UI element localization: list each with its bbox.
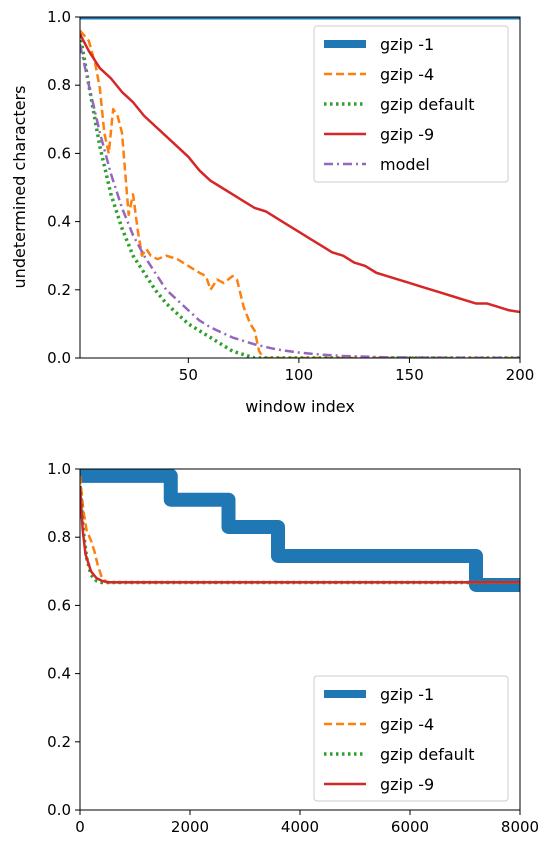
legend-label-gzip-default: gzip default	[380, 745, 475, 764]
legend: gzip -1 gzip -4 gzip default gzip -9	[313, 675, 509, 802]
x-tick-label: 4000	[281, 818, 319, 836]
y-tick-label: 1.0	[47, 460, 71, 478]
x-tick-label: 200	[506, 366, 535, 384]
chart-top: 50 100 150 200 0.0 0.2 0.4 0.6 0.8 1.0 window inde…	[10, 8, 534, 416]
series-line-gzip-4	[80, 475, 520, 584]
series-line-gzip-9	[80, 485, 520, 584]
legend-label-gzip-9: gzip -9	[380, 775, 434, 794]
x-tick-label: 8000	[501, 818, 539, 836]
legend: gzip -1 gzip -4 gzip default gzip -9 model	[313, 25, 509, 183]
y-axis-label: undetermined characters	[10, 86, 29, 289]
y-tick-label: 0.4	[47, 665, 71, 683]
series-line-gzip-4	[80, 29, 520, 358]
x-tick-label: 100	[285, 366, 314, 384]
legend-label-model: model	[380, 155, 430, 174]
legend-label-gzip-1: gzip -1	[380, 35, 434, 54]
series-group	[80, 469, 520, 592]
x-tick-label: 6000	[391, 818, 429, 836]
x-axis-label: window index	[245, 397, 355, 416]
y-tick-label: 0.0	[47, 349, 71, 367]
y-tick-label: 0.6	[47, 596, 71, 614]
series-line-gzip-9	[80, 33, 520, 314]
legend-label-gzip-4: gzip -4	[380, 65, 434, 84]
legend-label-gzip-9: gzip -9	[380, 125, 434, 144]
x-tick-label: 2000	[171, 818, 209, 836]
chart-bottom: 0 2000 4000 6000 8000 0.0 0.2 0.4 0.6 0.8 1.0 gzip …	[47, 460, 539, 836]
legend-label-gzip-default: gzip default	[380, 95, 475, 114]
y-tick-label: 0.0	[47, 801, 71, 819]
series-line-gzip-default	[80, 33, 520, 358]
y-tick-label: 0.2	[47, 733, 71, 751]
y-tick-label: 0.8	[47, 76, 71, 94]
x-tick-label: 0	[75, 818, 85, 836]
legend-label-gzip-1: gzip -1	[380, 685, 434, 704]
series-line-gzip-1	[80, 469, 520, 592]
series-line-gzip-default	[80, 485, 520, 585]
y-tick-label: 0.6	[47, 144, 71, 162]
y-tick-label: 0.4	[47, 213, 71, 231]
y-tick-label: 0.8	[47, 528, 71, 546]
y-tick-label: 0.2	[47, 281, 71, 299]
plot-frame	[79, 16, 521, 359]
legend-label-gzip-4: gzip -4	[380, 715, 434, 734]
series-group	[80, 17, 520, 358]
x-tick-label: 50	[179, 366, 198, 384]
x-tick-label: 150	[395, 366, 424, 384]
y-tick-label: 1.0	[47, 8, 71, 26]
series-line-model	[80, 44, 520, 358]
